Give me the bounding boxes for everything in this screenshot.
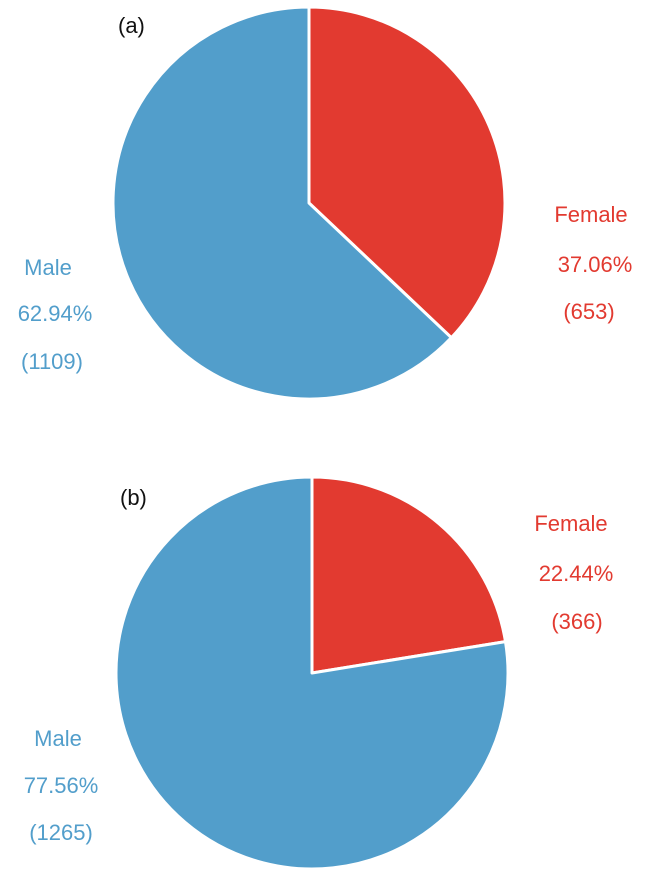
- panel-label-b: (b): [120, 485, 147, 510]
- pie-b-male-count: (1265): [29, 820, 93, 845]
- pie-a-male-count: (1109): [21, 349, 83, 374]
- pie-b-female-name: Female: [534, 511, 607, 536]
- pie-a-male-name: Male: [24, 255, 72, 280]
- panel-label-a: (a): [118, 13, 145, 38]
- pie-slice-male: [111, 5, 453, 401]
- pie-chart-a: (a) Male 62.94% (1109) Female 37.06% (65…: [18, 5, 633, 401]
- pie-a-female-count: (653): [563, 299, 614, 324]
- pie-a-female-percent: 37.06%: [558, 252, 633, 277]
- pie-slice-female: [307, 5, 507, 340]
- pie-slice-male: [114, 475, 510, 871]
- pie-b-female-percent: 22.44%: [539, 561, 614, 586]
- pie-b-female-count: (366): [551, 609, 602, 634]
- pie-b-male-percent: 77.56%: [24, 773, 99, 798]
- pie-slice-female: [310, 475, 507, 675]
- pie-chart-b: (b) Male 77.56% (1265) Female 22.44% (36…: [24, 475, 614, 871]
- pie-b-slices: [114, 475, 510, 871]
- pie-a-male-percent: 62.94%: [18, 301, 93, 326]
- pie-b-male-name: Male: [34, 726, 82, 751]
- pie-a-female-name: Female: [554, 202, 627, 227]
- pie-a-slices: [111, 5, 507, 401]
